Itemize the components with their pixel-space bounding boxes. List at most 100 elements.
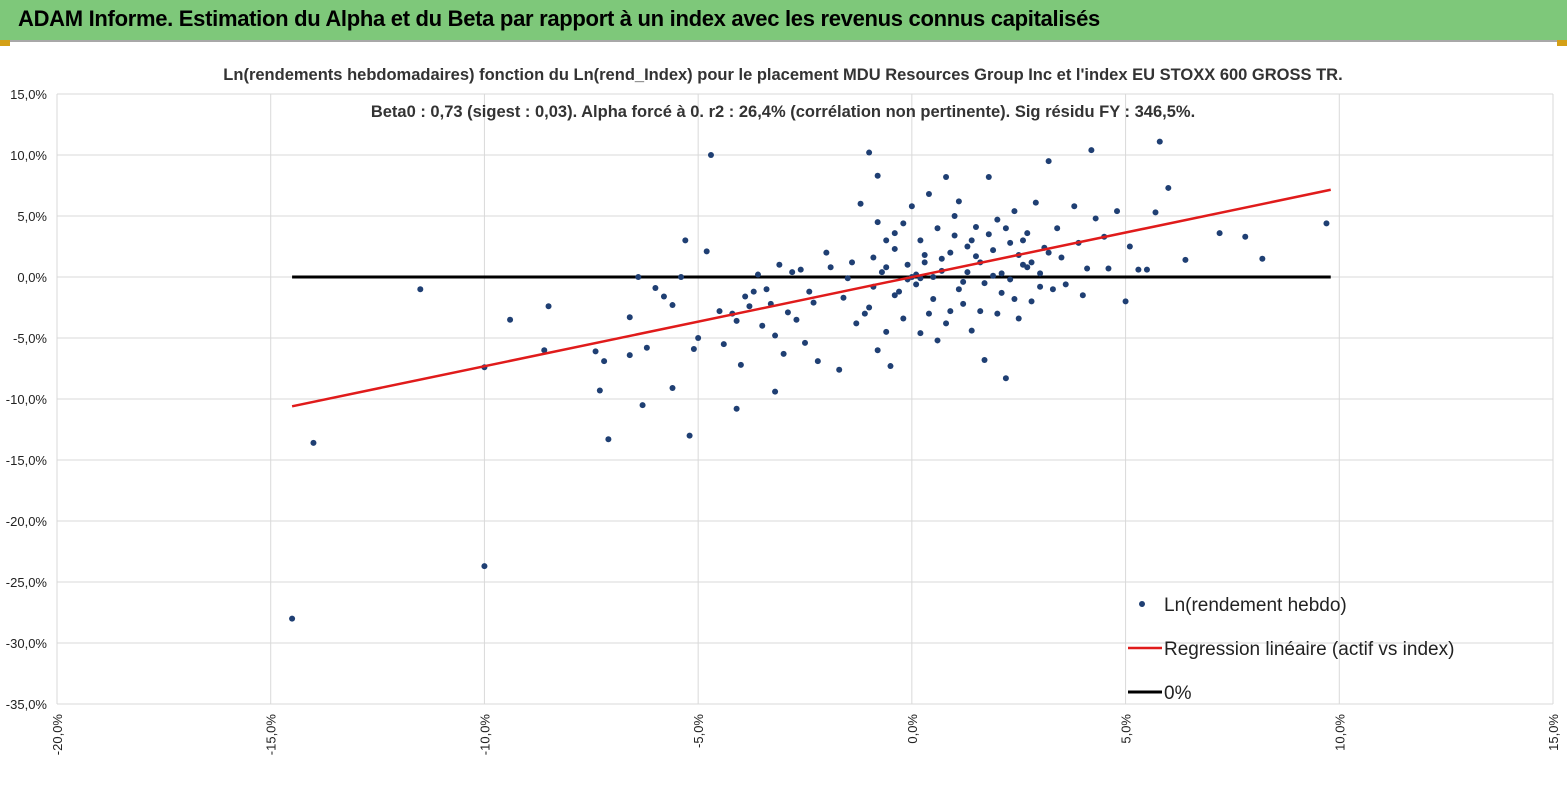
scatter-points (289, 138, 1330, 622)
y-tick-label: -25,0% (6, 575, 48, 590)
x-tick-label: 0,0% (905, 714, 920, 744)
data-point (913, 281, 920, 288)
data-point (737, 361, 744, 368)
data-point (981, 280, 988, 287)
data-point (1002, 375, 1009, 382)
data-point (1062, 281, 1069, 288)
y-tick-label: -10,0% (6, 392, 48, 407)
data-point (289, 615, 296, 622)
data-point (981, 356, 988, 363)
data-point (780, 350, 787, 357)
x-tick-label: -5,0% (691, 714, 706, 748)
data-point (823, 249, 830, 256)
data-point (1015, 315, 1022, 322)
data-point (1045, 158, 1052, 165)
data-point (943, 320, 950, 327)
data-point (660, 293, 667, 300)
data-point (720, 341, 727, 348)
data-point (1037, 283, 1044, 290)
data-point (998, 289, 1005, 296)
data-point (947, 308, 954, 315)
data-point (639, 402, 646, 409)
data-point (635, 274, 642, 280)
data-point (1071, 203, 1078, 210)
data-point (836, 366, 843, 373)
data-point (968, 237, 975, 244)
x-tick-label: 5,0% (1119, 714, 1134, 744)
data-point (601, 358, 608, 365)
data-point (849, 259, 856, 266)
data-point (592, 348, 599, 355)
data-point (891, 292, 898, 299)
data-point (682, 237, 689, 244)
data-point (793, 316, 800, 323)
data-point (802, 339, 808, 346)
data-point (733, 317, 740, 324)
data-point (994, 216, 1001, 223)
data-point (545, 303, 552, 310)
data-point (960, 278, 967, 285)
data-point (1028, 298, 1035, 305)
data-point (921, 259, 928, 266)
data-point (972, 253, 979, 260)
data-point (964, 243, 971, 250)
y-tick-label: -20,0% (6, 514, 48, 529)
data-point (853, 320, 860, 327)
corner-marker-left (0, 40, 10, 46)
data-point (866, 149, 873, 156)
data-point (1182, 256, 1189, 263)
data-point (972, 223, 979, 230)
data-point (878, 269, 885, 276)
data-point (1049, 286, 1056, 293)
data-point (1216, 230, 1223, 237)
data-point (968, 327, 975, 334)
x-tick-label: -15,0% (264, 714, 279, 756)
data-point (1058, 254, 1065, 261)
data-point (814, 358, 821, 365)
data-point (742, 293, 749, 300)
data-point (1088, 147, 1095, 154)
scatter-chart: 15,0%10,0%5,0%0,0%-5,0%-10,0%-15,0%-20,0… (6, 66, 1561, 756)
data-point (883, 264, 890, 271)
data-point (1092, 215, 1099, 222)
data-point (481, 563, 488, 570)
data-point (541, 347, 548, 354)
data-point (695, 335, 702, 341)
data-point (1054, 225, 1061, 232)
corner-marker-right (1557, 40, 1567, 46)
data-point (930, 295, 937, 302)
data-point (883, 328, 890, 335)
data-point (977, 308, 984, 315)
x-tick-label: 15,0% (1546, 714, 1561, 751)
data-point (1152, 209, 1159, 216)
data-point (960, 300, 967, 307)
data-point (883, 237, 890, 244)
data-point (985, 173, 992, 180)
data-point (1028, 259, 1035, 266)
data-point (507, 316, 514, 323)
data-point (754, 271, 761, 278)
y-tick-label: 0,0% (17, 270, 47, 285)
data-point (891, 245, 898, 252)
data-point (925, 310, 932, 317)
data-point (1084, 265, 1091, 272)
data-point (669, 302, 676, 309)
data-point (904, 261, 911, 268)
data-point (891, 230, 898, 237)
legend-label-zero: 0% (1164, 683, 1192, 704)
regression-series (291, 188, 1331, 408)
data-point (866, 304, 873, 311)
data-point (707, 152, 714, 158)
data-point (874, 172, 881, 179)
data-point (934, 337, 941, 344)
data-point (874, 219, 881, 226)
y-tick-label: -30,0% (6, 636, 48, 651)
data-point (925, 191, 932, 198)
data-point (840, 294, 847, 301)
data-point (964, 269, 971, 276)
data-point (784, 309, 791, 316)
data-point (1323, 220, 1330, 227)
x-tick-label: -10,0% (477, 714, 492, 756)
data-point (951, 213, 958, 219)
